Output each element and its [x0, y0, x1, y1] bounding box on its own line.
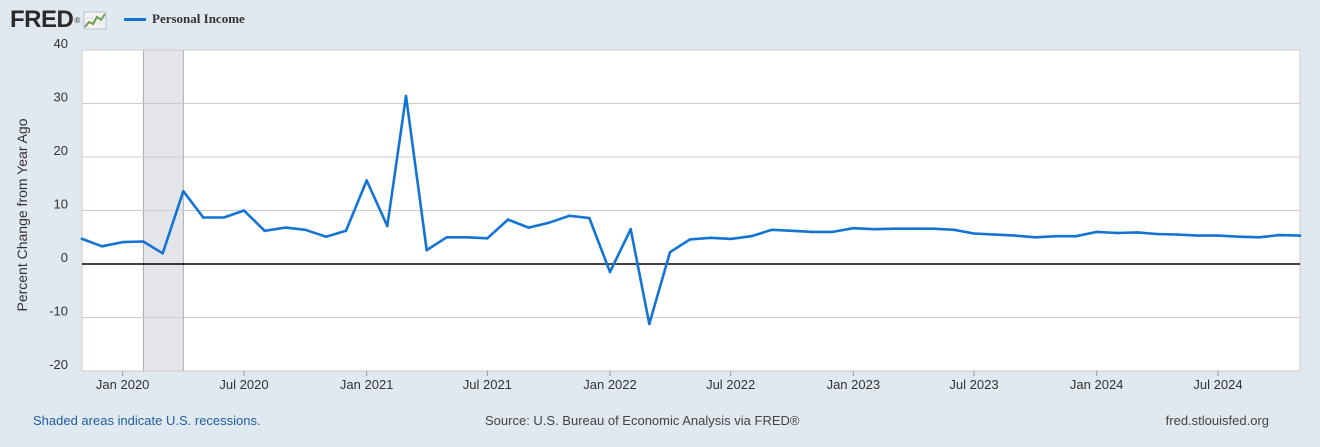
- x-tick-label: Jul 2021: [463, 377, 512, 392]
- y-tick-label: -10: [49, 304, 68, 319]
- data-point[interactable]: [608, 270, 612, 274]
- site-link[interactable]: fred.stlouisfed.org: [1165, 413, 1269, 428]
- x-tick-label: Jul 2022: [706, 377, 755, 392]
- fred-logo-text: FRED: [10, 6, 74, 33]
- data-point[interactable]: [568, 214, 571, 218]
- source-note: Source: U.S. Bureau of Economic Analysis…: [485, 413, 800, 428]
- y-tick-label: 20: [54, 143, 68, 158]
- data-point[interactable]: [932, 227, 935, 230]
- y-axis-label: Percent Change from Year Ago: [14, 118, 30, 311]
- data-point[interactable]: [344, 229, 348, 233]
- data-point[interactable]: [993, 233, 996, 236]
- data-point[interactable]: [466, 235, 469, 239]
- data-point[interactable]: [1298, 234, 1302, 237]
- x-tick-label: Jan 2024: [1070, 377, 1124, 392]
- data-point[interactable]: [952, 228, 956, 232]
- y-tick-label: 40: [54, 36, 68, 51]
- y-tick-label: -20: [49, 357, 68, 372]
- y-tick-label: 0: [61, 250, 68, 265]
- data-point[interactable]: [161, 252, 164, 255]
- data-point[interactable]: [912, 227, 915, 230]
- data-point[interactable]: [486, 237, 489, 240]
- data-point[interactable]: [506, 218, 510, 221]
- data-point[interactable]: [852, 226, 855, 230]
- legend-swatch: [124, 17, 146, 21]
- data-point[interactable]: [709, 236, 712, 240]
- recession-note: Shaded areas indicate U.S. recessions.: [33, 413, 261, 428]
- data-point[interactable]: [770, 228, 774, 232]
- line-graph-icon: [83, 11, 107, 30]
- data-point[interactable]: [202, 216, 205, 219]
- x-tick-label: Jan 2023: [827, 377, 881, 392]
- data-point[interactable]: [1278, 233, 1281, 237]
- x-tick-label: Jan 2022: [583, 377, 637, 392]
- data-point[interactable]: [1095, 230, 1098, 234]
- y-tick-label: 10: [54, 197, 68, 212]
- data-point[interactable]: [1156, 232, 1159, 236]
- data-point[interactable]: [891, 227, 894, 230]
- data-point[interactable]: [263, 229, 266, 233]
- fred-logo[interactable]: FRED ®: [10, 6, 107, 34]
- data-point[interactable]: [729, 237, 732, 241]
- data-point[interactable]: [547, 221, 550, 225]
- data-point[interactable]: [445, 235, 448, 239]
- data-point[interactable]: [386, 224, 389, 228]
- chart-footer: Shaded areas indicate U.S. recessions. S…: [0, 413, 1320, 433]
- data-point[interactable]: [142, 240, 145, 243]
- data-point[interactable]: [1054, 234, 1058, 238]
- data-point[interactable]: [1216, 234, 1220, 237]
- x-tick-label: Jan 2020: [96, 377, 150, 392]
- data-point[interactable]: [1034, 235, 1037, 239]
- data-point[interactable]: [404, 94, 408, 98]
- data-point[interactable]: [1196, 234, 1200, 237]
- data-point[interactable]: [750, 234, 753, 238]
- data-point[interactable]: [588, 216, 591, 220]
- x-tick-label: Jul 2024: [1193, 377, 1242, 392]
- data-point[interactable]: [1237, 235, 1240, 239]
- data-point[interactable]: [629, 227, 632, 231]
- data-point[interactable]: [425, 248, 428, 252]
- data-point[interactable]: [972, 232, 976, 235]
- data-point[interactable]: [790, 229, 794, 233]
- data-point[interactable]: [284, 226, 287, 229]
- chart-legend: Personal Income: [124, 11, 245, 27]
- legend-label-personal-income[interactable]: Personal Income: [152, 11, 245, 26]
- data-point[interactable]: [811, 230, 814, 234]
- data-point[interactable]: [668, 250, 672, 254]
- fred-registered-mark: ®: [74, 15, 81, 25]
- y-tick-label: 30: [54, 90, 68, 105]
- data-point[interactable]: [324, 235, 328, 239]
- data-point[interactable]: [304, 228, 307, 232]
- data-point[interactable]: [872, 227, 876, 231]
- data-point[interactable]: [648, 322, 651, 326]
- line-chart: -20 -10 0 10 20 30 40 Jan 2020 Jul 2020 Jan 2021…: [14, 36, 1302, 392]
- data-point[interactable]: [242, 209, 246, 212]
- data-point[interactable]: [831, 230, 834, 234]
- data-point[interactable]: [100, 245, 104, 248]
- data-point[interactable]: [80, 237, 84, 241]
- chart-header: FRED ® Personal Income: [0, 0, 1320, 40]
- data-point[interactable]: [1014, 234, 1017, 237]
- data-point[interactable]: [121, 240, 124, 244]
- data-point[interactable]: [688, 238, 692, 241]
- data-point[interactable]: [222, 216, 226, 219]
- data-point[interactable]: [1074, 234, 1078, 238]
- data-point[interactable]: [365, 179, 368, 182]
- x-tick-label: Jul 2020: [219, 377, 268, 392]
- data-point[interactable]: [1176, 233, 1179, 236]
- x-tick-label: Jul 2023: [949, 377, 998, 392]
- data-point[interactable]: [1116, 231, 1119, 235]
- x-tick-label: Jan 2021: [340, 377, 394, 392]
- data-point[interactable]: [1258, 235, 1261, 239]
- data-point[interactable]: [527, 226, 530, 229]
- data-point[interactable]: [1135, 231, 1138, 234]
- data-point[interactable]: [182, 189, 185, 193]
